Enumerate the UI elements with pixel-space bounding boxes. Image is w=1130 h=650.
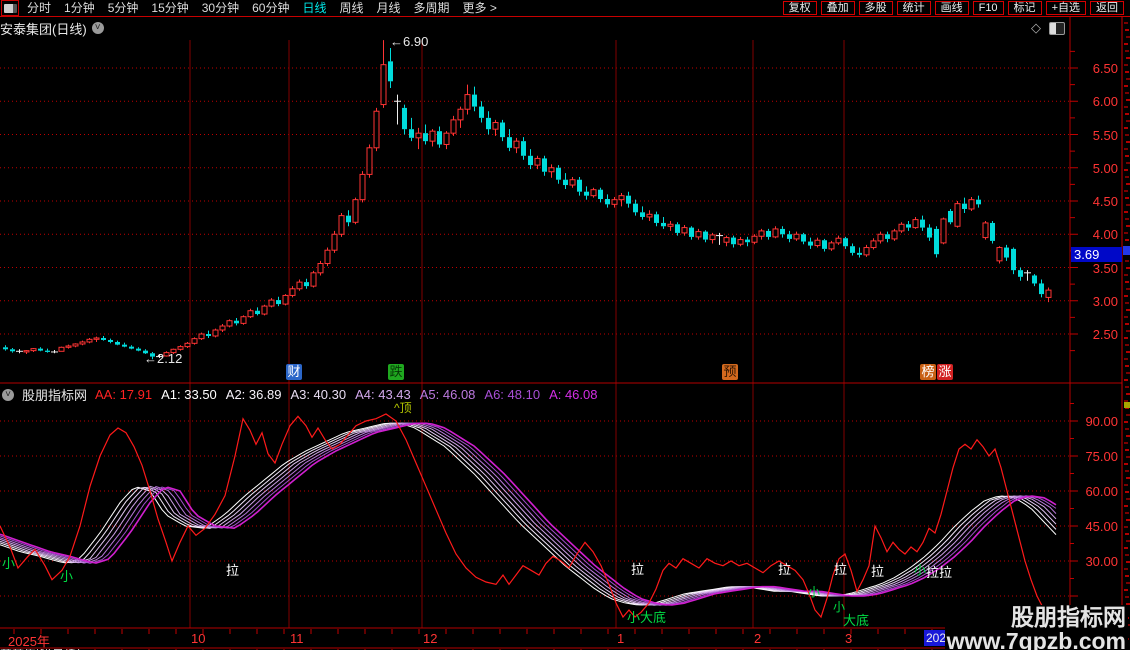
- signal-label: 小: [808, 585, 821, 599]
- indicator-value: A2: 36.89: [225, 387, 282, 402]
- period-menu: 分时 1分钟 5分钟 15分钟 30分钟 60分钟 日线 周线 月线 多周期 更多 >: [27, 1, 497, 16]
- indicator-header: ˅ 股朋指标网 AA: 17.91 A1: 33.50 A2: 36.89 A3: 4…: [2, 385, 598, 404]
- diamond-icon[interactable]: ◇: [1031, 20, 1041, 35]
- signal-label: 拉: [939, 565, 953, 580]
- indicator-axis-label: 60.00: [1085, 484, 1118, 499]
- signal-label: 拉: [871, 564, 885, 579]
- price-axis-label: 3.50: [1092, 260, 1118, 276]
- signal-label: 拉: [834, 562, 848, 577]
- signal-label: 拉: [631, 562, 645, 577]
- signal-label: 拉: [778, 562, 792, 577]
- top-menu-item[interactable]: 1分钟: [64, 0, 95, 15]
- signal-label: 小: [914, 563, 927, 577]
- price-axis-label: 5.00: [1092, 160, 1118, 176]
- tool-button[interactable]: 叠加: [820, 1, 855, 15]
- indicator-value: A1: 33.50: [161, 387, 217, 402]
- tool-button[interactable]: +自选: [1045, 1, 1086, 15]
- watermark-line2: www.7gpzb.com: [946, 628, 1126, 650]
- panel-layout-icon[interactable]: [1049, 21, 1065, 35]
- tool-button[interactable]: 统计: [896, 1, 931, 15]
- top-menu-item[interactable]: 多周期: [413, 0, 450, 15]
- page-title: 安泰集团(日线): [0, 21, 87, 37]
- top-menu-item[interactable]: 分时: [27, 0, 52, 15]
- indicator-value: A3: 40.30: [290, 387, 347, 402]
- signal-label: 小: [60, 569, 74, 584]
- event-tag: 榜: [920, 364, 936, 380]
- indicator-name[interactable]: 股朋指标网: [22, 388, 88, 403]
- top-menu-item[interactable]: 15分钟: [151, 0, 189, 15]
- tool-button[interactable]: 返回: [1090, 1, 1124, 15]
- indicator-axis-label: 30.00: [1085, 554, 1118, 569]
- date-label: 3: [845, 631, 853, 646]
- signal-label: 小大底: [627, 610, 667, 625]
- tool-menu: 复权 叠加 多股 统计 画线 F10 标记 +自选 返回: [782, 1, 1124, 15]
- price-axis-label: 5.50: [1092, 127, 1118, 143]
- indicator-axis-label: 45.00: [1085, 519, 1118, 534]
- last-price-badge: 3.69: [1071, 247, 1122, 262]
- signal-label: 拉: [926, 565, 940, 580]
- signal-label: ^顶: [394, 401, 412, 415]
- signal-label: 大底: [843, 613, 870, 628]
- title-bar: 安泰集团(日线) ˅ ◇: [0, 18, 1120, 38]
- top-menu-item[interactable]: 5分钟: [107, 0, 139, 15]
- indicator-value: AA: 17.91: [95, 387, 153, 402]
- top-menu-item[interactable]: 更多 >: [462, 0, 497, 15]
- date-label: 2025年: [8, 634, 50, 649]
- event-tag: 预: [722, 364, 738, 380]
- chevron-down-circle-icon[interactable]: ˅: [91, 22, 104, 34]
- chevron-down-circle-icon[interactable]: ˅: [2, 388, 14, 401]
- price-axis-label: 3.00: [1092, 293, 1118, 309]
- price-axis-label: 6.00: [1092, 94, 1118, 110]
- indicator-value: A5: 46.08: [419, 387, 476, 402]
- price-axis-label: 2.50: [1092, 327, 1118, 342]
- event-tag: 财: [286, 364, 302, 380]
- top-menu-item[interactable]: 日线: [302, 0, 327, 15]
- event-tag: 涨: [937, 364, 953, 380]
- indicator-value: A6: 48.10: [484, 387, 541, 402]
- tool-button[interactable]: 多股: [858, 1, 893, 15]
- date-label: 2: [754, 631, 762, 646]
- indicator-axis-label: 75.00: [1085, 449, 1118, 464]
- indicator-value: A: 46.08: [549, 387, 598, 402]
- tool-button[interactable]: F10: [972, 1, 1004, 15]
- price-axis-label: 4.50: [1092, 194, 1118, 209]
- signal-label: 小: [833, 600, 846, 614]
- watermark: 股朋指标网 www.7gpzb.com: [944, 604, 1128, 650]
- price-axis-label: 4.00: [1092, 227, 1118, 243]
- top-menu-item[interactable]: 周线: [339, 0, 364, 15]
- date-label: 12: [423, 631, 438, 646]
- top-menu-bar: 分时 1分钟 5分钟 15分钟 30分钟 60分钟 日线 周线 月线 多周期 更多 > 复权 叠加 多股…: [0, 0, 1130, 17]
- split-view-icon[interactable]: [1, 0, 19, 16]
- signal-label: 小: [2, 556, 16, 571]
- signal-label: 拉: [226, 563, 240, 578]
- top-menu-item[interactable]: 60分钟: [252, 0, 290, 15]
- indicator-values: AA: 17.91 A1: 33.50 A2: 36.89 A3: 40.30 A4: …: [95, 387, 597, 402]
- indicator-axis-label: 90.00: [1085, 414, 1118, 429]
- indicator-value: A4: 43.43: [355, 387, 411, 402]
- top-menu-item[interactable]: 月线: [376, 0, 401, 15]
- tool-button[interactable]: 画线: [934, 1, 969, 15]
- date-label: 1: [617, 631, 625, 646]
- tool-button[interactable]: 标记: [1007, 1, 1042, 15]
- tool-button[interactable]: 复权: [782, 1, 817, 15]
- price-axis-label: 6.50: [1092, 61, 1118, 76]
- date-label: 10: [191, 631, 206, 646]
- event-tag: 跌: [388, 364, 404, 380]
- top-menu-item[interactable]: 30分钟: [201, 0, 240, 15]
- price-annotation: ←6.90: [390, 34, 429, 49]
- price-annotation: ←2.12: [144, 351, 183, 366]
- watermark-line1: 股朋指标网: [1011, 604, 1126, 630]
- date-label: 11: [290, 631, 304, 646]
